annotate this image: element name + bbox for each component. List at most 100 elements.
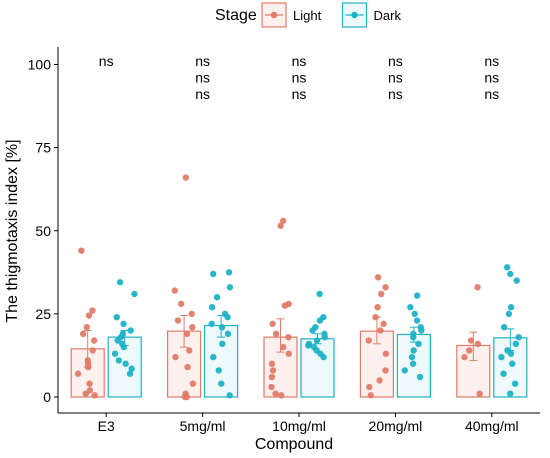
data-point-light	[382, 350, 390, 357]
legend-key-dot	[351, 11, 358, 19]
data-point-light	[74, 370, 82, 377]
data-point-light	[365, 337, 372, 344]
legend-entry-light: Light	[261, 2, 322, 28]
data-point-dark	[208, 320, 215, 328]
y-axis-label: The thigmotaxis index [%]	[4, 139, 21, 322]
data-point-dark	[409, 360, 417, 367]
data-point-light	[268, 373, 276, 381]
data-point-dark	[218, 380, 225, 387]
significance-label: ns	[388, 86, 403, 102]
data-point-dark	[224, 330, 232, 338]
data-point-dark	[507, 304, 515, 311]
y-tick-label: 25	[35, 306, 51, 322]
data-point-light	[269, 367, 277, 374]
x-tick-label: E3	[98, 418, 115, 434]
data-point-light	[90, 337, 98, 344]
significance-label: ns	[195, 53, 210, 69]
data-point-light	[374, 274, 382, 281]
data-point-dark	[513, 277, 520, 284]
data-point-dark	[213, 294, 221, 301]
data-point-dark	[126, 370, 134, 377]
data-point-light	[171, 287, 179, 294]
data-point-light	[178, 300, 185, 308]
data-point-dark	[507, 390, 514, 397]
data-point-light	[277, 222, 284, 229]
significance-label: ns	[292, 70, 307, 86]
data-point-light	[281, 302, 289, 309]
data-point-dark	[511, 380, 519, 387]
data-point-light	[377, 327, 384, 334]
data-point-dark	[313, 337, 321, 344]
legend-label: Dark	[374, 8, 402, 23]
data-point-dark	[316, 290, 323, 298]
data-point-light	[366, 383, 373, 391]
data-point-light	[376, 377, 383, 384]
data-point-dark	[509, 360, 516, 367]
data-point-light	[474, 340, 482, 347]
data-point-dark	[411, 310, 418, 318]
data-point-light	[279, 217, 287, 224]
data-point-dark	[309, 327, 316, 334]
data-point-light	[467, 337, 475, 344]
data-point-light	[78, 247, 85, 254]
data-point-light	[89, 347, 96, 354]
data-point-dark	[410, 333, 417, 341]
data-point-light	[174, 317, 182, 324]
y-tick-label: 75	[35, 140, 51, 156]
data-point-light	[380, 320, 387, 328]
data-point-light	[382, 367, 389, 374]
data-point-dark	[120, 320, 127, 328]
y-tick-label: 50	[35, 223, 51, 239]
significance-label: ns	[388, 70, 403, 86]
data-point-dark	[498, 353, 505, 361]
data-point-dark	[408, 353, 416, 361]
data-point-dark	[407, 304, 414, 311]
data-point-light	[183, 330, 191, 338]
data-point-light	[188, 310, 195, 318]
data-point-dark	[512, 340, 520, 347]
legend-key-dot	[270, 11, 278, 19]
y-tick-label: 0	[43, 389, 51, 405]
data-point-light	[82, 390, 89, 397]
data-point-light	[461, 353, 468, 361]
data-point-dark	[320, 353, 327, 361]
significance-label: ns	[99, 53, 114, 69]
data-point-dark	[515, 333, 522, 341]
data-point-dark	[321, 333, 328, 341]
data-point-dark	[114, 337, 121, 344]
data-point-light	[182, 174, 190, 181]
data-point-dark	[208, 304, 216, 311]
x-tick-label: 5mg/ml	[180, 418, 226, 434]
data-point-light	[186, 347, 193, 354]
data-point-dark	[127, 327, 134, 334]
data-point-dark	[413, 317, 421, 324]
significance-label: ns	[292, 86, 307, 102]
data-point-dark	[115, 357, 123, 364]
data-point-light	[474, 284, 481, 291]
data-point-light	[466, 347, 473, 354]
data-point-dark	[218, 323, 226, 331]
data-point-light	[285, 333, 292, 341]
data-point-dark	[316, 317, 324, 324]
data-point-dark	[507, 350, 515, 357]
legend-entry-dark: Dark	[341, 2, 402, 28]
data-point-light	[184, 363, 191, 371]
significance-label: ns	[388, 53, 403, 69]
y-tick-label: 100	[28, 57, 52, 73]
data-point-dark	[415, 340, 422, 347]
x-axis-label: Compound	[255, 436, 333, 453]
data-point-light	[280, 343, 287, 351]
x-tick-label: 20mg/ml	[369, 418, 423, 434]
data-point-dark	[410, 347, 417, 354]
data-point-light	[382, 284, 389, 291]
data-point-light	[85, 312, 93, 319]
legend: Stage Light Dark	[215, 2, 402, 28]
data-point-light	[268, 360, 276, 367]
data-point-dark	[226, 284, 234, 291]
plot-area: 0 25 50 75 100 E3 5mg/ml 10mg/ml 20mg/ml 40mg/ml n…	[28, 47, 540, 434]
legend-title: Stage	[215, 7, 257, 24]
data-point-light	[189, 380, 197, 387]
legend-label: Light	[293, 8, 322, 23]
data-point-light	[89, 307, 96, 314]
data-point-dark	[416, 373, 424, 381]
